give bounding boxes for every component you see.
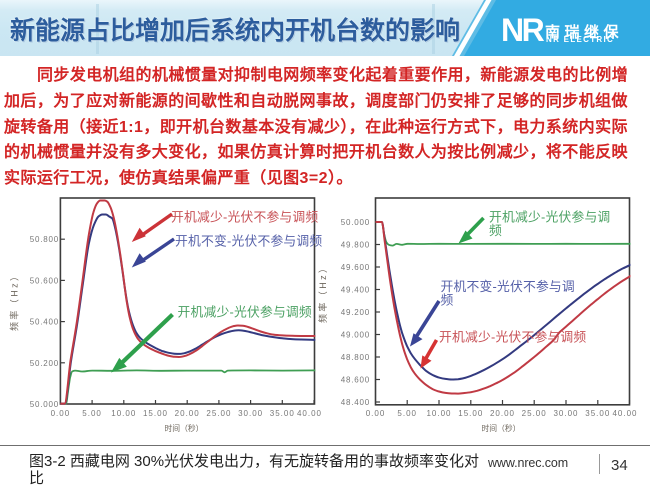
svg-text:频率（Hz）: 频率（Hz） [9,270,20,331]
svg-text:开机减少-光伏不参与调频: 开机减少-光伏不参与调频 [171,210,318,225]
svg-text:频: 频 [489,223,502,238]
svg-text:10.00: 10.00 [426,409,451,418]
svg-text:5.00: 5.00 [397,409,417,418]
svg-text:50.000: 50.000 [341,218,370,227]
svg-text:50.600: 50.600 [30,276,59,285]
svg-text:开机减少-光伏不参与调频: 开机减少-光伏不参与调频 [439,330,586,345]
svg-text:49.000: 49.000 [341,331,370,340]
svg-text:49.800: 49.800 [341,241,370,250]
svg-text:时间（秒）: 时间（秒） [482,423,521,433]
svg-text:0.00: 0.00 [51,409,71,418]
svg-text:50.400: 50.400 [30,318,59,327]
svg-text:频: 频 [441,293,454,308]
svg-text:49.600: 49.600 [341,263,370,272]
svg-text:5.00: 5.00 [82,409,102,418]
svg-text:40.00: 40.00 [297,409,322,418]
svg-text:35.00: 35.00 [270,409,295,418]
svg-text:开机不变-光伏不参与调频: 开机不变-光伏不参与调频 [175,234,322,249]
svg-text:10.00: 10.00 [111,409,136,418]
svg-text:48.600: 48.600 [341,376,370,385]
svg-text:20.00: 20.00 [490,409,515,418]
svg-text:25.00: 25.00 [206,409,231,418]
svg-text:48.800: 48.800 [341,353,370,362]
svg-text:49.200: 49.200 [341,308,370,317]
svg-text:50.800: 50.800 [30,235,59,244]
svg-text:开机减少-光伏参与调频: 开机减少-光伏参与调频 [178,305,312,320]
svg-text:15.00: 15.00 [458,409,483,418]
svg-text:50.200: 50.200 [30,359,59,368]
svg-text:35.00: 35.00 [585,409,610,418]
svg-text:40.00: 40.00 [612,409,637,418]
svg-text:20.00: 20.00 [175,409,200,418]
svg-text:时间（秒）: 时间（秒） [165,423,204,433]
svg-text:30.00: 30.00 [553,409,578,418]
svg-text:0.00: 0.00 [366,409,386,418]
svg-text:30.00: 30.00 [238,409,263,418]
svg-text:开机不变-光伏不参与调: 开机不变-光伏不参与调 [441,279,575,294]
svg-text:50.000: 50.000 [30,400,59,409]
svg-text:49.400: 49.400 [341,286,370,295]
svg-text:15.00: 15.00 [143,409,168,418]
svg-text:开机减少-光伏参与调: 开机减少-光伏参与调 [489,210,610,225]
svg-text:48.400: 48.400 [341,398,370,407]
svg-text:频率（Hz）: 频率（Hz） [317,262,328,323]
svg-text:25.00: 25.00 [522,409,547,418]
